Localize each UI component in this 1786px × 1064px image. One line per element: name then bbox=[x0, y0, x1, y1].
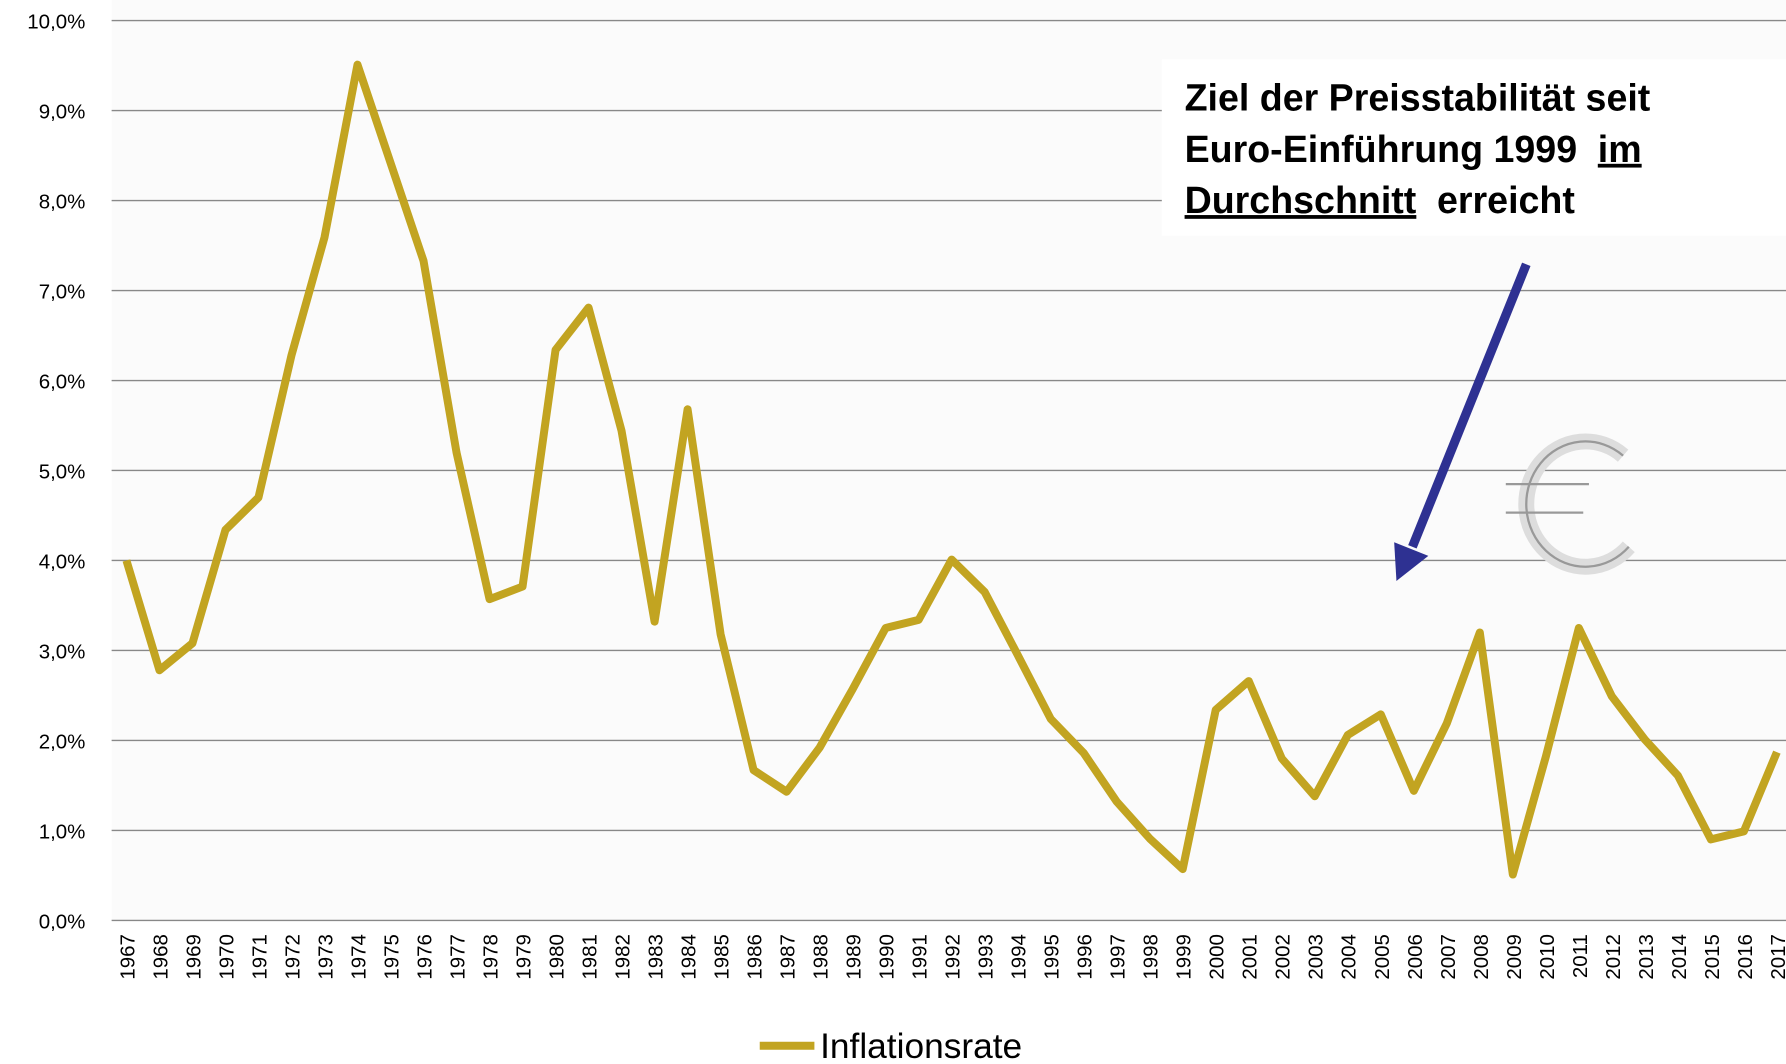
y-tick-label: 10,0% bbox=[27, 11, 85, 34]
y-tick-label: 4,0% bbox=[39, 550, 86, 573]
x-tick-label: 1971 bbox=[248, 934, 271, 980]
x-tick-label: 2007 bbox=[1437, 934, 1460, 980]
annotation-emphasis: im bbox=[1598, 128, 1642, 170]
x-tick-label: 1967 bbox=[116, 934, 139, 980]
x-tick-label: 1981 bbox=[579, 934, 602, 980]
x-tick-label: 1972 bbox=[281, 934, 304, 980]
page: Ziel der Preisstabilität seit Euro-Einfü… bbox=[0, 0, 1786, 1064]
y-tick-label: 7,0% bbox=[39, 280, 86, 303]
x-tick-label: 1970 bbox=[215, 934, 238, 980]
x-tick-label: 2003 bbox=[1305, 934, 1328, 980]
x-tick-label: 2000 bbox=[1206, 934, 1229, 980]
x-tick-label: 1976 bbox=[413, 934, 436, 980]
x-tick-label: 1969 bbox=[182, 934, 205, 980]
x-tick-label: 1978 bbox=[480, 934, 503, 980]
x-tick-label: 2004 bbox=[1338, 934, 1361, 980]
x-tick-label: 1987 bbox=[777, 934, 800, 980]
x-tick-label: 2013 bbox=[1635, 934, 1658, 980]
y-tick-label: 5,0% bbox=[39, 460, 86, 483]
x-tick-label: 1989 bbox=[843, 934, 866, 980]
legend-label: Inflationsrate bbox=[820, 1027, 1022, 1064]
x-tick-label: 1997 bbox=[1107, 934, 1130, 980]
y-tick-label: 9,0% bbox=[39, 101, 86, 124]
x-tick-label: 2008 bbox=[1470, 934, 1493, 980]
x-tick-label: 1977 bbox=[446, 934, 469, 980]
annotation-emphasis: Durchschnitt bbox=[1185, 179, 1417, 221]
x-tick-label: 1983 bbox=[645, 934, 668, 980]
x-tick-label: 1991 bbox=[909, 934, 932, 980]
x-tick-label: 1968 bbox=[149, 934, 172, 980]
x-tick-label: 2011 bbox=[1569, 934, 1592, 978]
x-tick-label: 1993 bbox=[975, 934, 998, 980]
y-tick-label: 8,0% bbox=[39, 191, 86, 214]
y-tick-label: 2,0% bbox=[39, 730, 86, 753]
annotation-line: Ziel der Preisstabilität seit bbox=[1185, 77, 1651, 119]
x-tick-label: 1974 bbox=[347, 934, 370, 980]
x-tick-label: 2017 bbox=[1767, 934, 1786, 980]
y-tick-label: 0,0% bbox=[39, 910, 86, 933]
x-tick-label: 1984 bbox=[678, 934, 701, 980]
x-tick-label: 1990 bbox=[876, 934, 899, 980]
x-tick-label: 1985 bbox=[711, 934, 734, 980]
x-tick-label: 2010 bbox=[1536, 934, 1559, 980]
x-tick-label: 1979 bbox=[513, 934, 536, 980]
x-tick-label: 1988 bbox=[810, 934, 833, 980]
x-tick-label: 2016 bbox=[1734, 934, 1757, 980]
x-tick-label: 2015 bbox=[1701, 934, 1724, 980]
x-tick-label: 2001 bbox=[1239, 934, 1262, 980]
annotation-line: erreicht bbox=[1437, 179, 1575, 221]
x-tick-label: 2005 bbox=[1371, 934, 1394, 980]
annotation-line: Euro-Einführung 1999 bbox=[1185, 128, 1578, 170]
x-tick-label: 2009 bbox=[1503, 934, 1526, 980]
x-tick-label: 1996 bbox=[1074, 934, 1097, 980]
x-tick-label: 1995 bbox=[1041, 934, 1064, 980]
x-tick-label: 1973 bbox=[314, 934, 337, 980]
x-tick-label: 1986 bbox=[744, 934, 767, 980]
x-tick-label: 2006 bbox=[1404, 934, 1427, 980]
x-tick-label: 1992 bbox=[942, 934, 965, 980]
x-tick-label: 2002 bbox=[1272, 934, 1295, 980]
x-tick-label: 1998 bbox=[1140, 934, 1163, 980]
x-tick-label: 2012 bbox=[1602, 934, 1625, 980]
x-tick-label: 1982 bbox=[612, 934, 635, 980]
y-tick-label: 1,0% bbox=[39, 820, 86, 843]
x-tick-label: 1980 bbox=[546, 934, 569, 980]
y-tick-label: 3,0% bbox=[39, 640, 86, 663]
x-tick-label: 2014 bbox=[1668, 934, 1691, 980]
x-tick-label: 1999 bbox=[1173, 934, 1196, 980]
y-tick-label: 6,0% bbox=[39, 370, 86, 393]
x-tick-label: 1994 bbox=[1008, 934, 1031, 980]
chart: Ziel der Preisstabilität seit Euro-Einfü… bbox=[0, 0, 1786, 1064]
x-tick-label: 1975 bbox=[380, 934, 403, 980]
